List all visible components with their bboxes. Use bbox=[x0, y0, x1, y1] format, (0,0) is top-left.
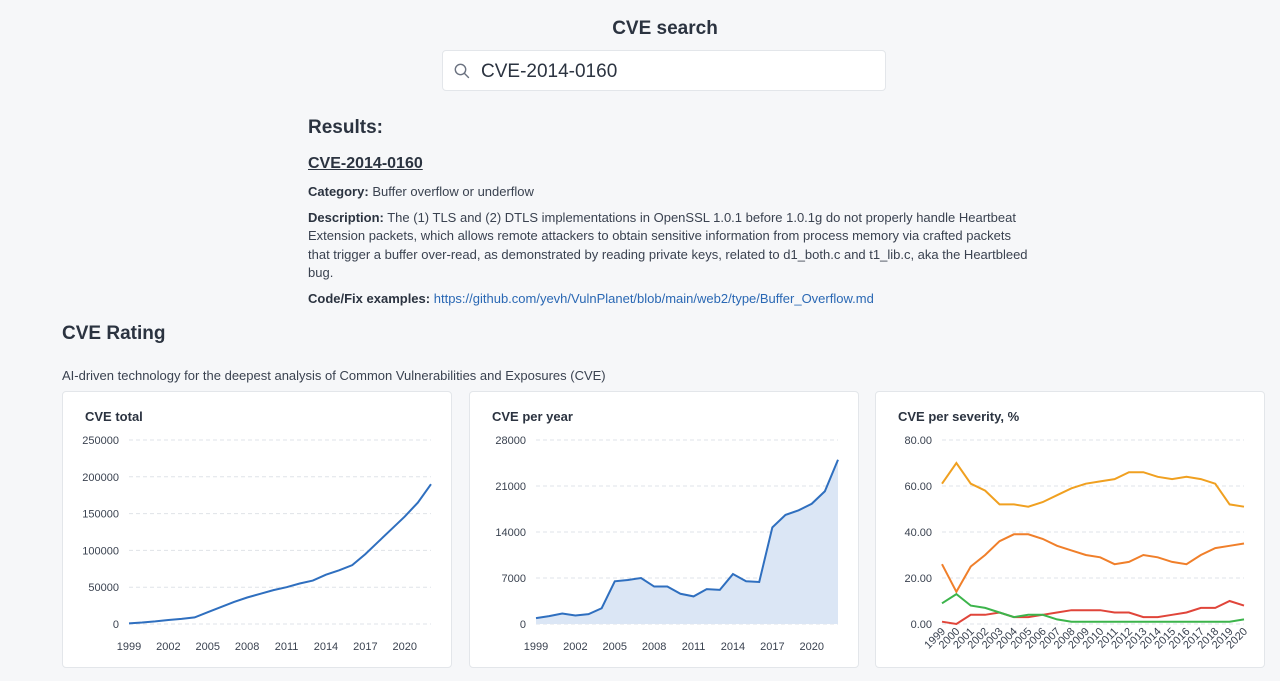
y-tick-label: 7000 bbox=[502, 573, 526, 585]
chart-card-total: CVE total 250000 200000 150000 100000 50000 0… bbox=[62, 391, 452, 668]
y-tick-label: 0 bbox=[520, 619, 526, 631]
x-tick-label: 2002 bbox=[156, 641, 180, 653]
chart-title: CVE per year bbox=[492, 409, 573, 424]
y-tick-label: 40.00 bbox=[904, 527, 932, 539]
x-tick-label: 2002 bbox=[563, 641, 587, 653]
y-tick-label: 20.00 bbox=[904, 573, 932, 585]
series-line-high bbox=[941, 461, 1245, 508]
series-line-low bbox=[941, 592, 1245, 623]
rating-subtitle: AI-driven technology for the deepest ana… bbox=[62, 368, 606, 383]
y-tick-label: 80.00 bbox=[904, 435, 932, 447]
x-tick-label: 2017 bbox=[353, 641, 377, 653]
y-tick-label: 0 bbox=[113, 619, 119, 631]
code-link[interactable]: https://github.com/yevh/VulnPlanet/blob/… bbox=[433, 290, 874, 306]
y-tick-label: 250000 bbox=[82, 435, 119, 447]
x-tick-label: 2014 bbox=[721, 641, 745, 653]
chart-severity: 80.0060.0040.0020.000.001999200020012002… bbox=[904, 435, 1250, 651]
x-tick-label: 1999 bbox=[524, 641, 548, 653]
search-title: CVE search bbox=[612, 18, 718, 39]
x-tick-label: 2011 bbox=[275, 641, 299, 653]
x-tick-label: 2017 bbox=[760, 641, 784, 653]
y-tick-label: 60.00 bbox=[904, 481, 932, 493]
chart-per-year: 28000 21000 14000 7000 0 1999 2002 2005 2008 2011… bbox=[495, 435, 839, 653]
x-tick-label: 1999 bbox=[117, 641, 141, 653]
description-label: Description: bbox=[308, 209, 384, 225]
cve-id-link[interactable]: CVE-2014-0160 bbox=[308, 155, 423, 172]
series-line bbox=[128, 483, 432, 625]
y-tick-label: 0.00 bbox=[911, 619, 932, 631]
category-value: Buffer overflow or underflow bbox=[372, 184, 534, 199]
x-tick-label: 2014 bbox=[314, 641, 338, 653]
y-tick-label: 200000 bbox=[82, 472, 119, 484]
chart-total: 250000 200000 150000 100000 50000 0 1999 2002 20… bbox=[82, 435, 432, 653]
x-tick-label: 2011 bbox=[682, 641, 706, 653]
rating-title: CVE Rating bbox=[62, 323, 166, 344]
y-tick-label: 28000 bbox=[495, 435, 526, 447]
x-tick-label: 2008 bbox=[235, 641, 259, 653]
category-label: Category: bbox=[308, 184, 369, 199]
chart-card-per-year: CVE per year 28000 21000 14000 7000 0 1999 200… bbox=[469, 391, 859, 668]
chart-title: CVE per severity, % bbox=[898, 409, 1020, 424]
code-label: Code/Fix examples: bbox=[308, 290, 431, 306]
search-input[interactable] bbox=[479, 57, 873, 87]
x-tick-label: 2020 bbox=[392, 641, 416, 653]
search-box[interactable] bbox=[442, 50, 886, 91]
description-field: Description: The (1) TLS and (2) DTLS im… bbox=[308, 209, 1028, 283]
results-heading: Results: bbox=[308, 117, 383, 138]
area-fill bbox=[536, 459, 838, 624]
x-tick-label: 2005 bbox=[603, 641, 627, 653]
series-line bbox=[535, 459, 839, 620]
y-tick-label: 150000 bbox=[82, 509, 119, 521]
code-field: Code/Fix examples: https://github.com/ye… bbox=[308, 290, 1028, 309]
chart-card-severity: CVE per severity, % 80.00 60.00 40.00 20.00… bbox=[875, 391, 1265, 668]
x-tick-label: 2020 bbox=[799, 641, 823, 653]
y-tick-label: 21000 bbox=[495, 481, 526, 493]
description-value: The (1) TLS and (2) DTLS implementations… bbox=[308, 209, 1028, 281]
y-tick-label: 50000 bbox=[88, 582, 119, 594]
y-tick-label: 100000 bbox=[82, 545, 119, 557]
category-field: Category: Buffer overflow or underflow bbox=[308, 183, 1028, 202]
y-tick-label: 14000 bbox=[495, 527, 526, 539]
results-section: Results: CVE-2014-0160 Category: Buffer … bbox=[308, 117, 1028, 308]
series-line-critical bbox=[941, 599, 1245, 626]
chart-title: CVE total bbox=[85, 409, 143, 424]
search-icon bbox=[454, 63, 470, 79]
x-tick-label: 2008 bbox=[642, 641, 666, 653]
x-tick-label: 2005 bbox=[196, 641, 220, 653]
series-line-medium bbox=[941, 533, 1245, 594]
